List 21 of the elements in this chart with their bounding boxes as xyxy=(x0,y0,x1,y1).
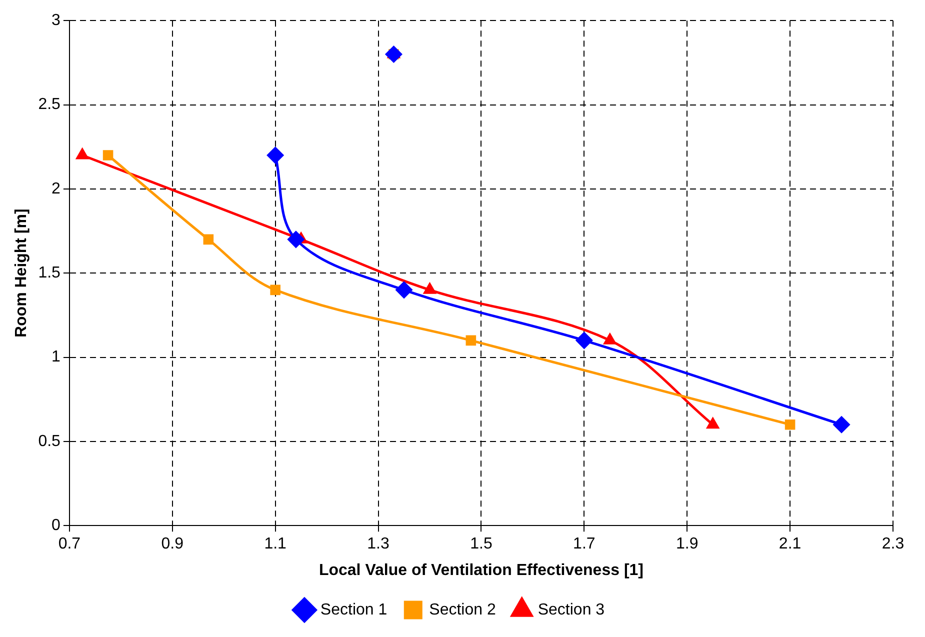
legend-label: Section 2 xyxy=(429,601,496,618)
y-tick-label: 1.5 xyxy=(38,264,61,282)
legend-label: Section 1 xyxy=(320,601,388,618)
y-tick-label: 0 xyxy=(52,517,61,534)
x-tick-label: 1.5 xyxy=(470,536,492,553)
y-tick-label: 3 xyxy=(52,12,61,30)
x-tick-label: 2.3 xyxy=(882,536,904,553)
y-tick-label: 2.5 xyxy=(38,96,61,114)
x-axis-title: Local Value of Ventilation Effectiveness [1] xyxy=(318,562,644,579)
y-axis-title: Room Height [m] xyxy=(13,208,30,338)
x-tick-label: 1.9 xyxy=(676,536,698,553)
y-tick-label: 2 xyxy=(52,180,61,198)
x-tick-label: 0.7 xyxy=(58,536,81,553)
y-tick-label: 0.5 xyxy=(38,432,61,450)
x-tick-label: 2.1 xyxy=(778,536,802,553)
x-tick-label: 1.3 xyxy=(367,536,390,553)
x-tick-label: 1.1 xyxy=(264,536,287,553)
legend-label: Section 3 xyxy=(538,601,605,618)
x-tick-label: 1.7 xyxy=(573,536,596,553)
x-tick-label: 0.9 xyxy=(161,536,184,553)
y-tick-label: 1 xyxy=(52,348,61,366)
